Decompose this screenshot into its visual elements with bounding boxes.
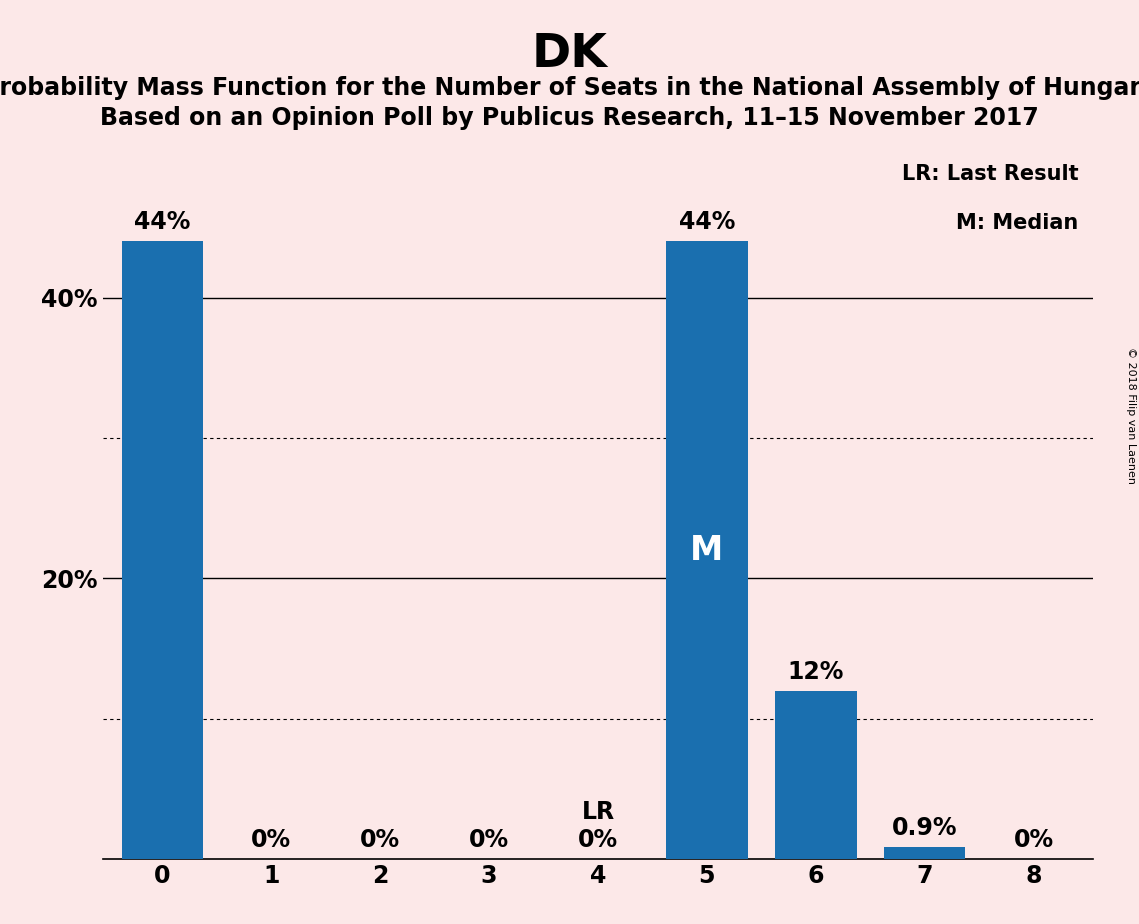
Text: 12%: 12% xyxy=(787,660,844,684)
Bar xyxy=(884,846,966,859)
Text: LR: Last Result: LR: Last Result xyxy=(902,164,1079,184)
Text: © 2018 Filip van Laenen: © 2018 Filip van Laenen xyxy=(1126,347,1136,484)
Text: Based on an Opinion Poll by Publicus Research, 11–15 November 2017: Based on an Opinion Poll by Publicus Res… xyxy=(100,106,1039,130)
Text: LR
0%: LR 0% xyxy=(577,800,618,852)
Text: Probability Mass Function for the Number of Seats in the National Assembly of Hu: Probability Mass Function for the Number… xyxy=(0,76,1139,100)
Text: 0%: 0% xyxy=(469,828,509,852)
Text: 0%: 0% xyxy=(1014,828,1054,852)
Text: 0.9%: 0.9% xyxy=(892,816,958,840)
Text: 0%: 0% xyxy=(252,828,292,852)
Bar xyxy=(666,241,747,859)
Text: DK: DK xyxy=(532,32,607,78)
Text: M: Median: M: Median xyxy=(957,213,1079,233)
Bar xyxy=(122,241,203,859)
Bar xyxy=(775,691,857,859)
Text: 44%: 44% xyxy=(134,211,190,235)
Text: 0%: 0% xyxy=(360,828,400,852)
Text: M: M xyxy=(690,534,723,566)
Text: 44%: 44% xyxy=(679,211,735,235)
